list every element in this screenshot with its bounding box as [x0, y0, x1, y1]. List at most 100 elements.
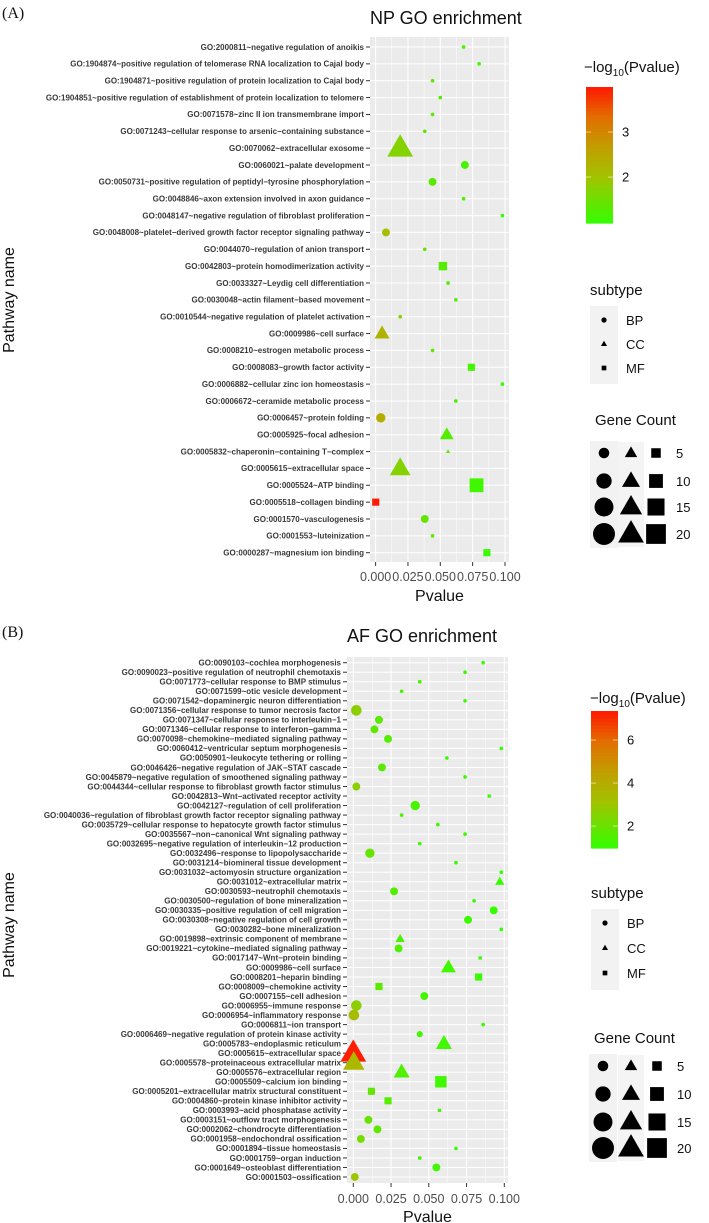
colorbar-segment — [591, 810, 618, 815]
subtype-legend-label: CC — [627, 941, 646, 956]
panel-b: (B) AF GO enrichment 0.000 0.025 0.050 0.075 0… — [1, 624, 691, 1223]
data-point-mf — [469, 478, 484, 493]
legend-size-cc-icon — [624, 446, 638, 458]
legend-bp-icon — [601, 317, 607, 323]
data-point-bp — [365, 848, 375, 858]
colorbar-segment — [591, 806, 618, 811]
colorbar-segment — [591, 738, 618, 743]
pathway-label: GO:0001649~osteoblast differentiation — [195, 1163, 342, 1172]
pathway-label: GO:0030282~bone mineralization — [215, 925, 341, 934]
pathway-label: GO:0042127~regulation of cell proliferat… — [177, 801, 341, 810]
data-point-cc — [343, 1051, 365, 1070]
data-point-cc — [389, 457, 411, 476]
legend-size-cc-icon — [624, 1059, 638, 1071]
pathway-label: GO:0033327~Leydig cell differentiation — [216, 279, 364, 288]
colorbar-segment — [586, 158, 613, 163]
pathway-label: GO:0008201~heparin binding — [230, 973, 341, 982]
colorbar-tick-label: 2 — [622, 170, 629, 185]
data-point-bp — [399, 813, 404, 817]
colorbar-segment — [586, 216, 613, 221]
data-point-bp — [463, 832, 467, 836]
legend-size-cc-icon — [618, 1134, 644, 1157]
pathway-label: GO:0070098~chemokine−mediated signaling … — [137, 735, 342, 744]
y-axis-title: Pathway name — [1, 247, 18, 353]
legend-size-cc-icon — [619, 1110, 643, 1130]
gene-count-legend-label: 5 — [677, 1059, 684, 1074]
data-point-bp — [351, 705, 362, 716]
colorbar-segment — [591, 755, 618, 760]
pathway-label: GO:2000811~negative regulation of anoiki… — [201, 43, 365, 52]
data-point-cc — [387, 134, 414, 157]
legend-size-bp-icon — [592, 1137, 614, 1159]
colorbar-segment — [586, 121, 613, 125]
colorbar-segment — [586, 97, 613, 102]
legend-size-mf-icon — [652, 1061, 662, 1071]
x-tick-label: 0.025 — [375, 1192, 406, 1206]
data-point-cc — [445, 449, 451, 453]
pathway-label: GO:0001894~tissue homeostasis — [216, 1144, 342, 1153]
pathway-label: GO:0090023~positive regulation of neutro… — [122, 668, 342, 677]
data-point-bp — [370, 725, 379, 734]
colorbar-segment — [586, 209, 613, 214]
pathway-label: GO:0001570~vasculogenesis — [253, 515, 364, 524]
legend-size-cc-icon — [618, 520, 644, 543]
pathway-label: GO:0006457~protein folding — [257, 414, 364, 423]
pathway-label: GO:0005832~chaperonin−containing T−compl… — [181, 447, 365, 456]
legend-size-mf-icon — [650, 1087, 664, 1101]
color-legend-title: −log10(Pvalue) — [590, 690, 686, 710]
pathway-label: GO:0071578~zinc II ion transmembrane imp… — [187, 110, 364, 119]
legend-size-mf-icon — [648, 1113, 666, 1131]
legend-mf-icon — [601, 365, 607, 371]
data-point-bp — [481, 1022, 485, 1027]
data-point-mf — [475, 973, 483, 981]
colorbar-segment — [586, 127, 613, 132]
pathway-label: GO:0010544~negative regulation of platel… — [160, 313, 364, 322]
data-point-bp — [430, 534, 435, 538]
colorbar-segment — [586, 212, 613, 217]
pathway-label: GO:0005524~ATP binding — [267, 481, 364, 490]
legend-size-bp-icon — [598, 447, 610, 459]
legend-size-mf-icon — [646, 524, 666, 544]
data-point-bp — [348, 1009, 360, 1021]
colorbar-segment — [591, 745, 618, 750]
legend-cc-icon — [601, 944, 609, 951]
colorbar-segment — [591, 837, 618, 842]
pathway-label: GO:0032496~response to lipopolysaccharid… — [170, 849, 342, 858]
pathway-label: GO:0006469~negative regulation of protei… — [121, 1030, 342, 1039]
pathway-label: GO:0004860~protein kinase inhibitor acti… — [172, 1097, 342, 1106]
colorbar-segment — [591, 844, 618, 849]
x-tick-label: 0.100 — [489, 1192, 520, 1206]
pathway-label: GO:0019221~cytokine−mediated signaling p… — [146, 944, 341, 953]
pathway-label: GO:0071773~cellular response to BMP stim… — [160, 678, 342, 687]
pathway-label: GO:0003993~acid phosphatase activity — [193, 1106, 342, 1115]
pathway-label: GO:0044070~regulation of anion transport — [204, 245, 365, 254]
colorbar-segment — [586, 178, 613, 183]
x-tick-label: 0.050 — [413, 1192, 444, 1206]
data-point-bp — [410, 800, 420, 811]
legend-size-cc-icon — [621, 1084, 641, 1100]
pathway-label: GO:0050901~leukocyte tethering or rollin… — [180, 754, 341, 763]
title-subscript: 10 — [613, 68, 625, 79]
legend-size-cc-icon — [619, 495, 643, 515]
data-point-bp — [430, 348, 435, 353]
colorbar-segment — [586, 185, 613, 190]
colorbar-segment — [586, 195, 613, 200]
colorbar-segment — [591, 793, 618, 798]
data-point-bp — [499, 927, 504, 932]
pathway-label: GO:0071599~otic vesicle development — [195, 687, 341, 696]
data-point-bp — [453, 399, 458, 403]
subtype-legend-label: MF — [626, 361, 645, 376]
pathway-label: GO:0005925~focal adhesion — [257, 431, 364, 440]
data-point-bp — [430, 112, 435, 117]
colorbar-segment — [591, 800, 618, 805]
pathway-label: GO:0009986~cell surface — [246, 963, 342, 972]
pathway-label: GO:0044344~cellular response to fibrobla… — [87, 782, 341, 791]
pathway-label: GO:0008009~chemokine activity — [218, 982, 341, 991]
colorbar-segment — [586, 107, 613, 112]
colorbar-segment — [586, 141, 613, 146]
colorbar-segment — [586, 165, 613, 170]
legend-size-mf-icon — [651, 448, 661, 458]
pathway-label: GO:0030048~actin filament−based movement — [191, 296, 364, 305]
data-point-bp — [381, 228, 390, 237]
